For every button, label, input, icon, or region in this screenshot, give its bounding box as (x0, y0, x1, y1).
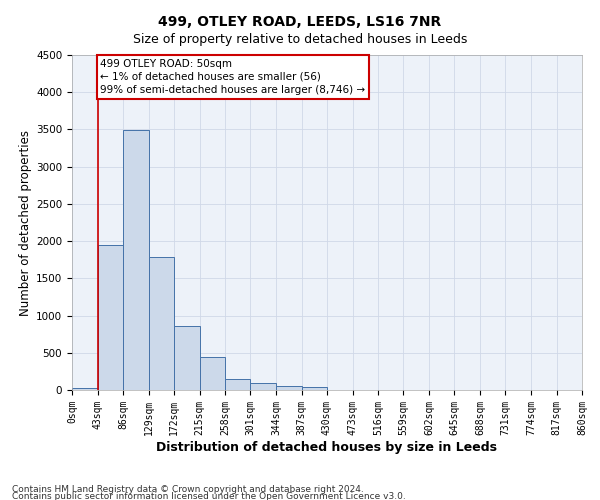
Text: Size of property relative to detached houses in Leeds: Size of property relative to detached ho… (133, 32, 467, 46)
Bar (276, 386, 302, 390)
Bar (149, 256, 174, 390)
Y-axis label: Number of detached properties: Number of detached properties (19, 130, 32, 316)
Bar (199, 357, 225, 390)
Bar (174, 326, 199, 390)
Bar (123, 130, 149, 390)
Text: 499, OTLEY ROAD, LEEDS, LS16 7NR: 499, OTLEY ROAD, LEEDS, LS16 7NR (158, 15, 442, 29)
Bar (225, 379, 251, 390)
Text: Contains public sector information licensed under the Open Government Licence v3: Contains public sector information licen… (12, 492, 406, 500)
Bar (251, 384, 276, 390)
Bar (97, 245, 123, 390)
Bar (72, 388, 97, 390)
Bar (302, 387, 327, 390)
X-axis label: Distribution of detached houses by size in Leeds: Distribution of detached houses by size … (157, 440, 497, 454)
Text: Contains HM Land Registry data © Crown copyright and database right 2024.: Contains HM Land Registry data © Crown c… (12, 486, 364, 494)
Text: 499 OTLEY ROAD: 50sqm
← 1% of detached houses are smaller (56)
99% of semi-detac: 499 OTLEY ROAD: 50sqm ← 1% of detached h… (100, 58, 365, 95)
